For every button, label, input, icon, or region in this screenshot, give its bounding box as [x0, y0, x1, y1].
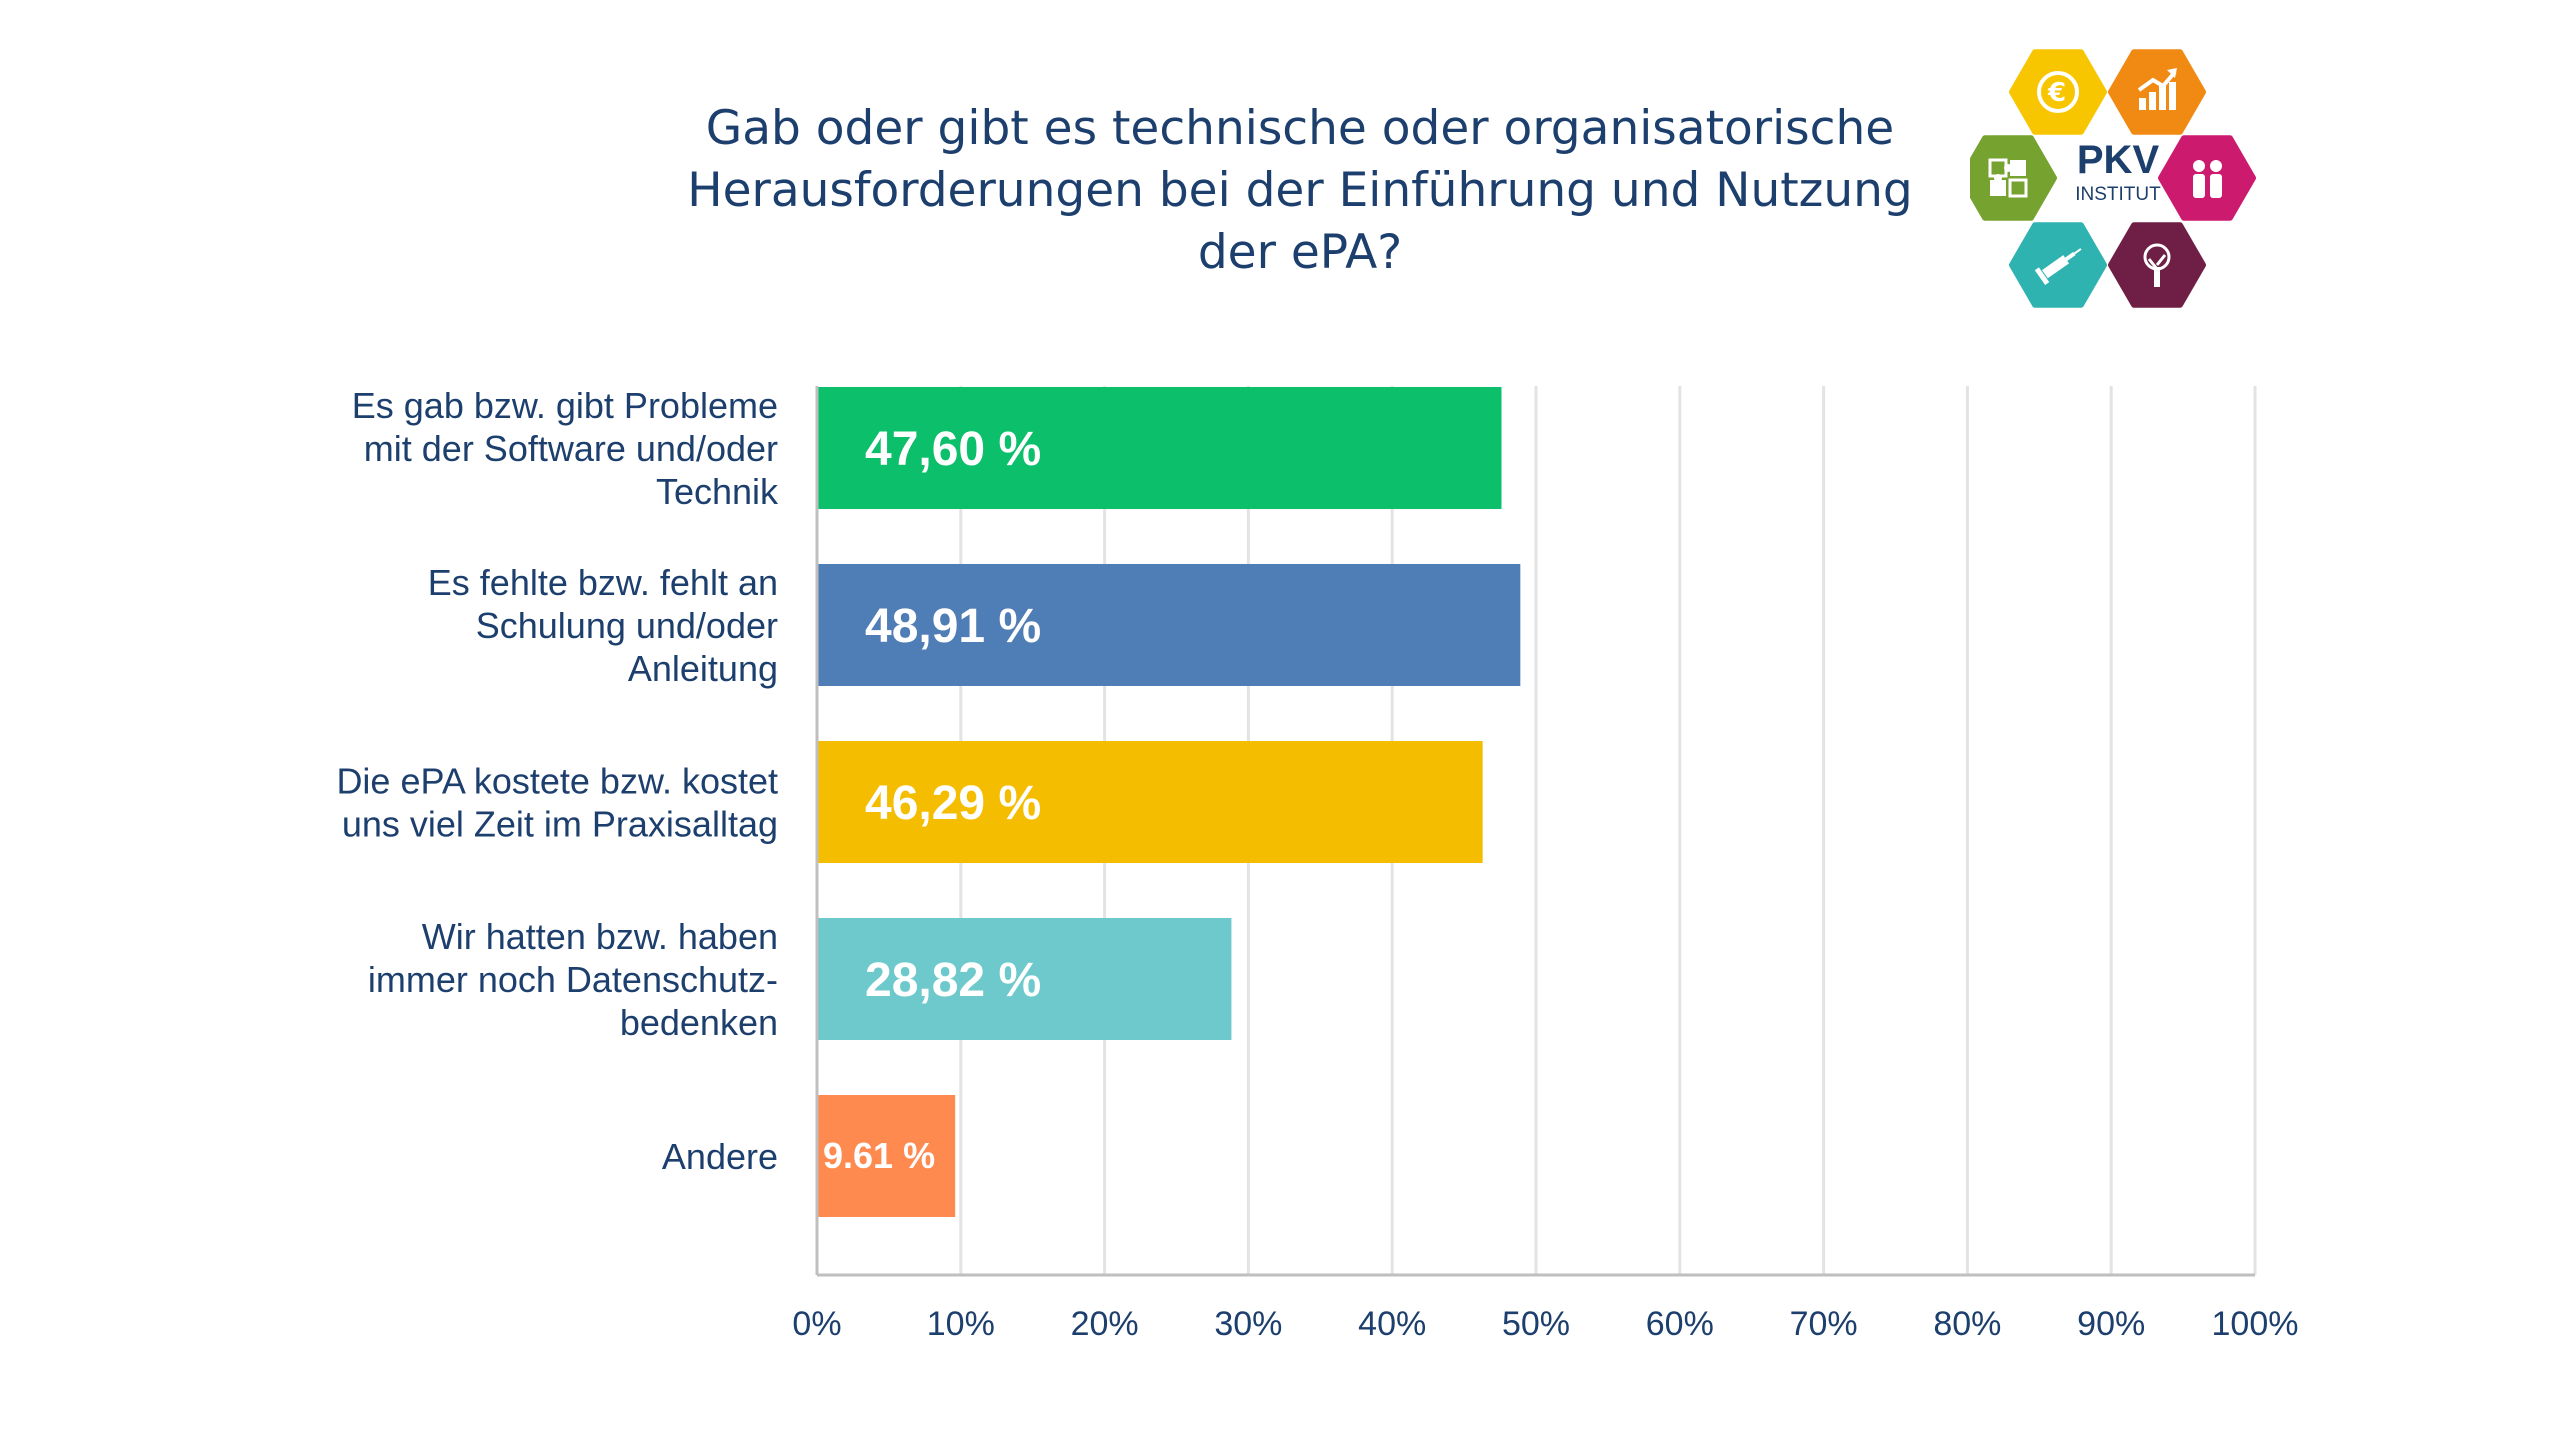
x-tick-label: 50%	[1502, 1305, 1570, 1343]
x-tick-label: 30%	[1214, 1305, 1282, 1343]
category-label: Die ePA kostete bzw. kostet	[336, 761, 778, 802]
category-label: immer noch Datenschutz-	[368, 959, 778, 1000]
x-tick-label: 100%	[2212, 1305, 2299, 1343]
people-hexagon	[2158, 135, 2256, 221]
bar	[817, 741, 1483, 863]
x-tick-label: 20%	[1071, 1305, 1139, 1343]
category-label: Schulung und/oder	[476, 605, 778, 646]
category-label: Technik	[656, 471, 779, 512]
category-label: uns viel Zeit im Praxisalltag	[342, 804, 778, 845]
category-label: Es gab bzw. gibt Probleme	[352, 385, 778, 426]
x-tick-label: 70%	[1790, 1305, 1858, 1343]
growth-chart-icon	[2137, 68, 2177, 110]
x-tick-label: 90%	[2077, 1305, 2145, 1343]
category-label: Wir hatten bzw. haben	[422, 916, 778, 957]
people-icon	[2193, 160, 2222, 198]
bar	[817, 564, 1521, 686]
x-tick-label: 80%	[1933, 1305, 2001, 1343]
puzzle-hexagon	[1970, 135, 2057, 221]
growth-chart-hexagon	[2108, 49, 2206, 135]
logo-subtitle: INSTITUT	[2075, 184, 2161, 205]
category-label: mit der Software und/oder	[364, 428, 778, 469]
bars: 47,60 % 48,91 % 46,29 % 28,82 % 9.61 %	[817, 387, 1521, 1217]
bar	[817, 387, 1502, 509]
data-label: 48,91 %	[865, 600, 1041, 653]
euro-icon: €	[2037, 71, 2079, 113]
category-label: bedenken	[620, 1002, 778, 1043]
tree-icon	[2143, 243, 2171, 287]
category-label: Andere	[662, 1136, 778, 1177]
x-tick-label: 10%	[927, 1305, 995, 1343]
logo-wordmark: PKV	[2077, 138, 2160, 182]
x-tick-label: 0%	[792, 1305, 841, 1343]
category-label: Anleitung	[628, 648, 778, 689]
bar	[817, 918, 1232, 1040]
data-label: 9.61 %	[823, 1135, 935, 1176]
puzzle-icon	[1988, 158, 2028, 198]
bar	[817, 1095, 956, 1217]
data-label: 47,60 %	[865, 423, 1041, 476]
chart-title: Gab oder gibt es technische oder organis…	[600, 98, 2000, 284]
svg-text:€: €	[2047, 78, 2066, 108]
category-label: Es fehlte bzw. fehlt an	[428, 562, 778, 603]
euro-hexagon	[2009, 49, 2107, 135]
syringe-icon	[2034, 248, 2082, 285]
data-label: 46,29 %	[865, 777, 1041, 830]
chart-title-line: der ePA?	[1197, 225, 1403, 280]
pkv-institut-logo: € PKV INSTITUT	[1970, 49, 2256, 308]
x-tick-label: 60%	[1646, 1305, 1714, 1343]
chart-title-line: Gab oder gibt es technische oder organis…	[705, 101, 1895, 156]
data-label: 28,82 %	[865, 954, 1041, 1007]
x-tick-label: 40%	[1358, 1305, 1426, 1343]
x-axis: 0% 10% 20% 30% 40% 50% 60% 70% 80% 90% 100%	[792, 386, 2298, 1343]
chart-title-line: Herausforderungen bei der Einführung und…	[687, 163, 1913, 218]
